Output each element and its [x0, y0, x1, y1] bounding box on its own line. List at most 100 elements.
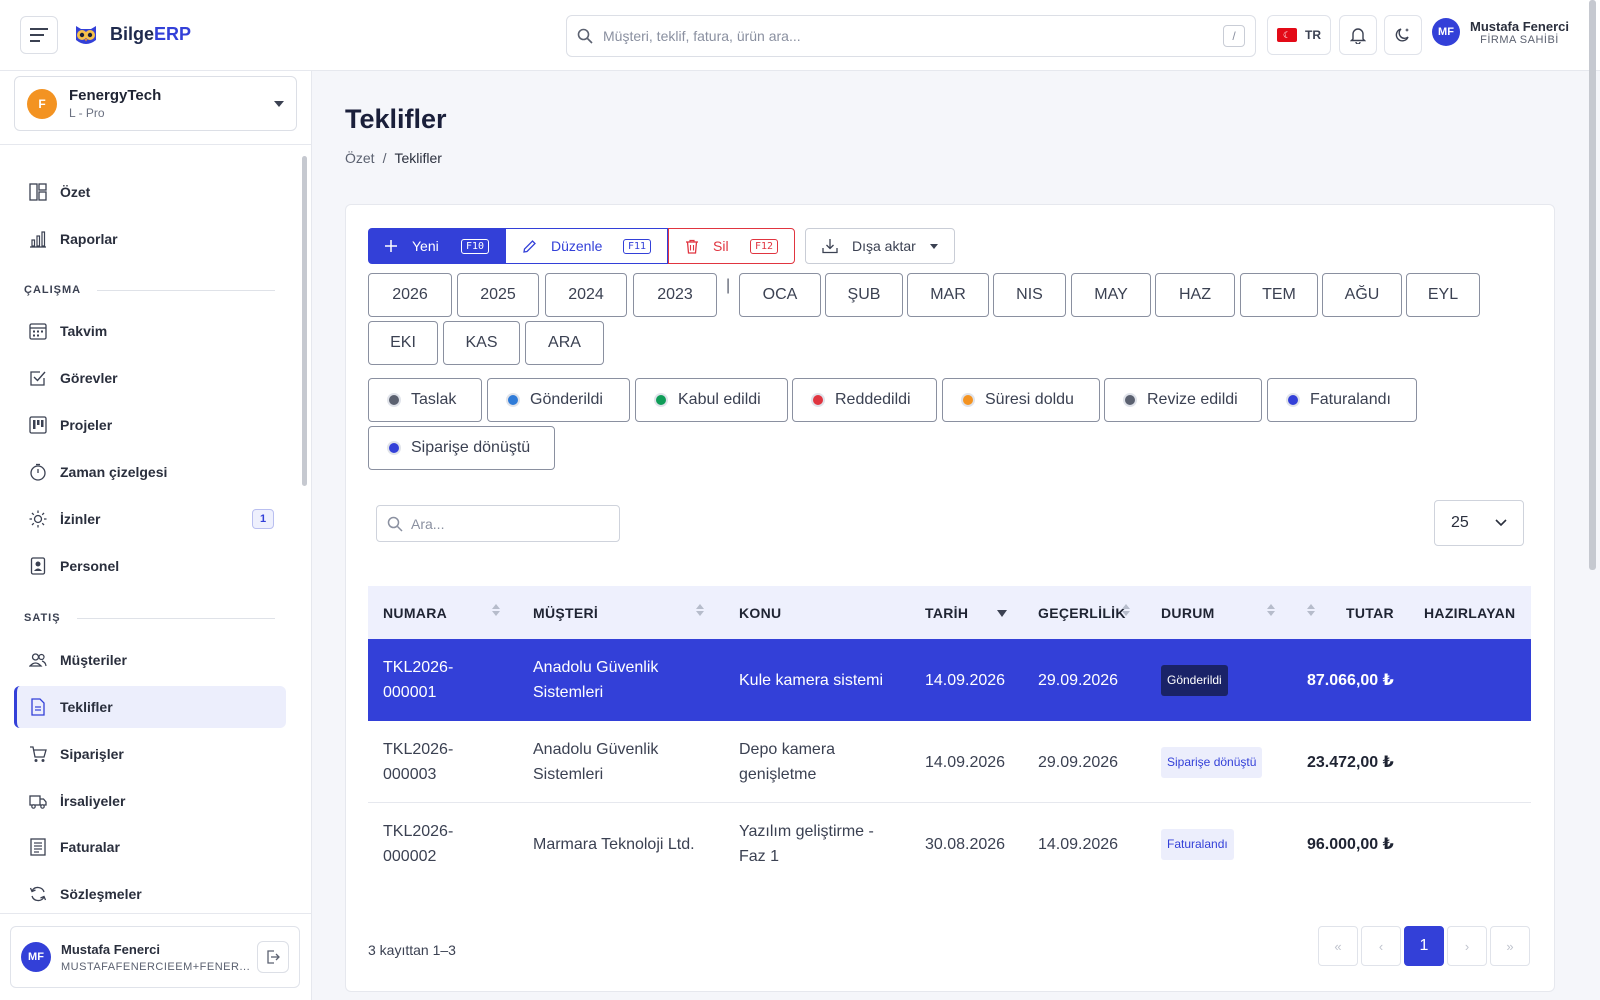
- hamburger-icon: [30, 28, 48, 42]
- sidebar-item-siparisler[interactable]: Siparişler: [14, 733, 286, 775]
- table-row[interactable]: TKL2026-000002 Marmara Teknoloji Ltd. Ya…: [368, 803, 1531, 885]
- month-chip-kas[interactable]: KAS: [443, 321, 520, 365]
- table-search-input[interactable]: Ara...: [376, 505, 620, 542]
- month-chip-may[interactable]: MAY: [1071, 273, 1151, 317]
- status-dot-icon: [811, 393, 825, 407]
- global-search-placeholder: Müşteri, teklif, fatura, ürün ara...: [603, 28, 801, 44]
- sidebar-item-label: Siparişler: [60, 746, 124, 762]
- cell-date: 30.08.2026: [925, 835, 1006, 853]
- page-size-select[interactable]: 25: [1434, 500, 1524, 546]
- export-dropdown-button[interactable]: Dışa aktar: [805, 228, 955, 264]
- sidebar-item-teklifler[interactable]: Teklifler: [14, 686, 286, 728]
- global-search-input[interactable]: Müşteri, teklif, fatura, ürün ara... /: [566, 15, 1256, 57]
- language-selector[interactable]: ☾ TR: [1267, 15, 1331, 55]
- sidebar-item-faturalar[interactable]: Faturalar: [14, 826, 286, 868]
- year-chip-2023[interactable]: 2023: [633, 273, 717, 317]
- sidebar-item-zaman-cizelgesi[interactable]: Zaman çizelgesi: [14, 451, 286, 493]
- sidebar-item-irsaliyeler[interactable]: İrsaliyeler: [14, 780, 286, 822]
- table-header: NUMARA MÜŞTERİ KONU TARİH GEÇERLİLİK DUR…: [368, 586, 1531, 639]
- cell-customer: Anadolu Güvenlik Sistemleri: [533, 741, 659, 783]
- month-chip-ara[interactable]: ARA: [525, 321, 604, 365]
- logout-button[interactable]: [257, 941, 289, 973]
- sidebar-item-label: Teklifler: [60, 699, 113, 715]
- page-button-current[interactable]: 1: [1404, 926, 1444, 966]
- status-badge: Siparişe dönüştü: [1161, 746, 1263, 778]
- shortcut-f11: F11: [622, 238, 651, 254]
- breadcrumb-root-link[interactable]: Özet: [345, 150, 375, 166]
- delete-button-label: Sil: [713, 238, 729, 254]
- column-header-numara[interactable]: NUMARA: [383, 604, 448, 621]
- sidebar-item-takvim[interactable]: Takvim: [14, 310, 286, 352]
- sidebar-item-raporlar[interactable]: Raporlar: [14, 218, 286, 260]
- theme-toggle-button[interactable]: [1384, 15, 1422, 55]
- sidebar-item-label: Zaman çizelgesi: [60, 464, 168, 480]
- caret-down-icon: [274, 100, 284, 107]
- sort-icon[interactable]: [492, 604, 500, 616]
- sidebar-scrollbar[interactable]: [302, 156, 307, 486]
- month-chip-mar[interactable]: MAR: [907, 273, 989, 317]
- bar-chart-icon: [28, 229, 48, 249]
- column-header-durum[interactable]: DURUM: [1161, 604, 1215, 621]
- app-logo[interactable]: BilgeERP: [72, 20, 191, 48]
- new-button[interactable]: Yeni F10: [368, 228, 505, 264]
- stopwatch-icon: [28, 462, 48, 482]
- month-chip-sub[interactable]: ŞUB: [825, 273, 903, 317]
- sort-descending-icon[interactable]: [997, 610, 1007, 617]
- table-row[interactable]: TKL2026-000003 Anadolu Güvenlik Sistemle…: [368, 721, 1531, 803]
- cell-customer: Marmara Teknoloji Ltd.: [533, 835, 695, 853]
- column-header-musteri[interactable]: MÜŞTERİ: [533, 604, 599, 621]
- month-chip-eki[interactable]: EKI: [368, 321, 438, 365]
- status-chip-siparise-donustu[interactable]: Siparişe dönüştü: [368, 426, 555, 470]
- table-row[interactable]: TKL2026-000001 Anadolu Güvenlik Sistemle…: [368, 639, 1531, 721]
- sort-icon[interactable]: [1122, 604, 1130, 616]
- year-chip-2026[interactable]: 2026: [368, 273, 452, 317]
- sort-icon[interactable]: [696, 604, 704, 616]
- notifications-button[interactable]: [1339, 15, 1377, 55]
- sidebar-item-izinler[interactable]: İzinler 1: [14, 498, 286, 540]
- sidebar-item-label: Müşteriler: [60, 652, 127, 668]
- cell-validity: 29.09.2026: [1038, 671, 1119, 689]
- month-chip-haz[interactable]: HAZ: [1155, 273, 1235, 317]
- status-chip-suresi-doldu[interactable]: Süresi doldu: [942, 378, 1100, 422]
- month-chip-tem[interactable]: TEM: [1240, 273, 1318, 317]
- year-chip-2025[interactable]: 2025: [457, 273, 539, 317]
- sidebar-item-gorevler[interactable]: Görevler: [14, 357, 286, 399]
- sidebar-item-ozet[interactable]: Özet: [14, 171, 286, 213]
- sidebar-item-personel[interactable]: Personel: [14, 545, 286, 587]
- status-chip-taslak[interactable]: Taslak: [368, 378, 482, 422]
- page-scrollbar[interactable]: [1589, 0, 1596, 570]
- sort-icon[interactable]: [1267, 604, 1275, 616]
- next-page-button[interactable]: ›: [1447, 926, 1487, 966]
- section-heading-satis: SATIŞ: [24, 612, 275, 624]
- first-page-button[interactable]: «: [1318, 926, 1358, 966]
- language-code: TR: [1305, 28, 1321, 42]
- sidebar-item-sozlesmeler[interactable]: Sözleşmeler: [14, 873, 286, 915]
- column-header-tarih[interactable]: TARİH: [925, 604, 969, 621]
- user-menu[interactable]: MF Mustafa Fenerci FİRMA SAHİBİ: [1432, 18, 1569, 46]
- prev-page-button[interactable]: ‹: [1361, 926, 1401, 966]
- status-chip-faturalandi[interactable]: Faturalandı: [1267, 378, 1417, 422]
- sidebar-item-projeler[interactable]: Projeler: [14, 404, 286, 446]
- column-header-tutar[interactable]: TUTAR: [1346, 604, 1394, 621]
- month-chip-oca[interactable]: OCA: [739, 273, 821, 317]
- month-chip-nis[interactable]: NIS: [993, 273, 1066, 317]
- status-chip-reddedildi[interactable]: Reddedildi: [792, 378, 937, 422]
- column-header-gecerlilik[interactable]: GEÇERLİLİK: [1038, 604, 1126, 621]
- month-chip-agu[interactable]: AĞU: [1322, 273, 1402, 317]
- delete-button[interactable]: Sil F12: [668, 228, 795, 264]
- divider: [0, 913, 312, 914]
- menu-toggle-button[interactable]: [20, 16, 58, 54]
- sidebar-item-musteriler[interactable]: Müşteriler: [14, 639, 286, 681]
- status-chip-revize-edildi[interactable]: Revize edildi: [1104, 378, 1262, 422]
- status-chip-kabul-edildi[interactable]: Kabul edildi: [635, 378, 788, 422]
- sort-icon[interactable]: [1307, 604, 1315, 616]
- last-page-button[interactable]: »: [1490, 926, 1530, 966]
- company-plan: L - Pro: [69, 106, 105, 120]
- kanban-icon: [28, 415, 48, 435]
- status-chip-gonderildi[interactable]: Gönderildi: [487, 378, 630, 422]
- company-switcher[interactable]: F FenergyTech L - Pro: [14, 76, 297, 131]
- calendar-icon: [28, 321, 48, 341]
- year-chip-2024[interactable]: 2024: [545, 273, 627, 317]
- edit-button[interactable]: Düzenle F11: [505, 228, 668, 264]
- month-chip-eyl[interactable]: EYL: [1406, 273, 1480, 317]
